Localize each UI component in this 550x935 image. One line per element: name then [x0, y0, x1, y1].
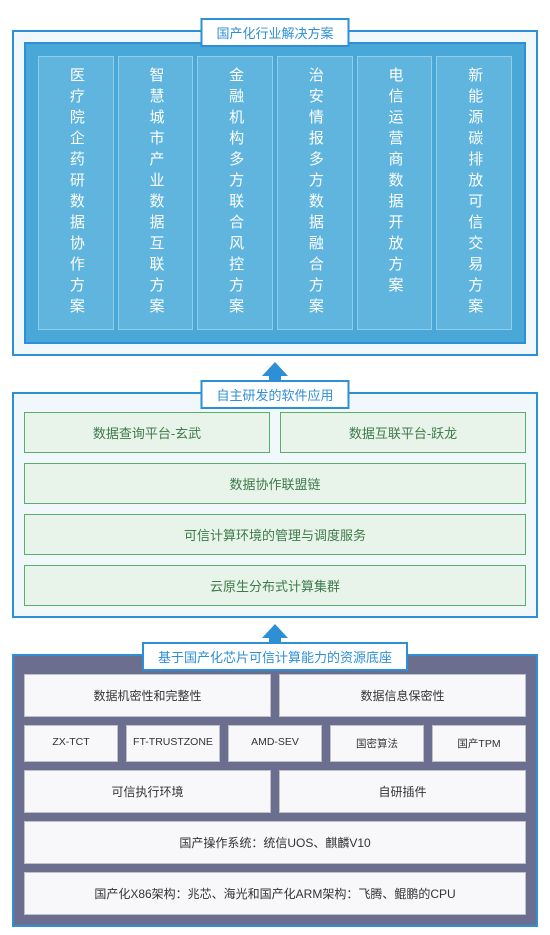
resource-box: 可信执行环境: [24, 770, 271, 813]
solution-label: 智慧城市产业数据互联方案: [147, 67, 165, 319]
section3-row: 国产操作系统：统信UOS、麒麟V10: [24, 821, 526, 864]
solution-card: 新能源碳排放可信交易方案: [436, 56, 512, 330]
solution-label: 医疗院企药研数据协作方案: [67, 67, 85, 319]
section3-row: 数据机密性和完整性 数据信息保密性: [24, 674, 526, 717]
solution-card: 电信运营商数据开放方案: [357, 56, 433, 330]
software-box: 数据查询平台-玄武: [24, 412, 270, 453]
resource-box: 数据信息保密性: [279, 674, 526, 717]
solution-label: 治安情报多方数据融合方案: [306, 67, 324, 319]
resource-box: 国产化X86架构：兆芯、海光和国产化ARM架构：飞腾、鲲鹏的CPU: [24, 872, 526, 915]
section1-title: 国产化行业解决方案: [200, 18, 349, 47]
software-box: 可信计算环境的管理与调度服务: [24, 514, 526, 555]
resource-box: 国产操作系统：统信UOS、麒麟V10: [24, 821, 526, 864]
solution-card: 医疗院企药研数据协作方案: [38, 56, 114, 330]
resource-box: 数据机密性和完整性: [24, 674, 271, 717]
section3-row: 可信执行环境 自研插件: [24, 770, 526, 813]
resource-box: 国密算法: [330, 725, 424, 762]
software-box: 数据互联平台-跃龙: [280, 412, 526, 453]
section3-row: 国产化X86架构：兆芯、海光和国产化ARM架构：飞腾、鲲鹏的CPU: [24, 872, 526, 915]
section1-cards: 医疗院企药研数据协作方案 智慧城市产业数据互联方案 金融机构多方联合风控方案 治…: [24, 42, 526, 344]
resource-box: FT-TRUSTZONE: [126, 725, 220, 762]
section2-row: 云原生分布式计算集群: [24, 565, 526, 606]
section3-title: 基于国产化芯片可信计算能力的资源底座: [142, 642, 408, 671]
section2-row: 可信计算环境的管理与调度服务: [24, 514, 526, 555]
section-industry-solutions: 国产化行业解决方案 医疗院企药研数据协作方案 智慧城市产业数据互联方案 金融机构…: [12, 30, 538, 356]
resource-box: AMD-SEV: [228, 725, 322, 762]
section-resource-base: 基于国产化芯片可信计算能力的资源底座 数据机密性和完整性 数据信息保密性 ZX-…: [12, 654, 538, 927]
section-software-apps: 自主研发的软件应用 数据查询平台-玄武 数据互联平台-跃龙 数据协作联盟链 可信…: [12, 392, 538, 618]
solution-card: 智慧城市产业数据互联方案: [118, 56, 194, 330]
resource-box: ZX-TCT: [24, 725, 118, 762]
section2-row: 数据协作联盟链: [24, 463, 526, 504]
solution-card: 金融机构多方联合风控方案: [197, 56, 273, 330]
section3-row: ZX-TCT FT-TRUSTZONE AMD-SEV 国密算法 国产TPM: [24, 725, 526, 762]
section2-title: 自主研发的软件应用: [200, 380, 349, 409]
solution-label: 金融机构多方联合风控方案: [226, 67, 244, 319]
resource-box: 国产TPM: [432, 725, 526, 762]
software-box: 数据协作联盟链: [24, 463, 526, 504]
resource-box: 自研插件: [279, 770, 526, 813]
solution-label: 电信运营商数据开放方案: [386, 67, 404, 298]
section2-row: 数据查询平台-玄武 数据互联平台-跃龙: [24, 412, 526, 453]
solution-label: 新能源碳排放可信交易方案: [465, 67, 483, 319]
solution-card: 治安情报多方数据融合方案: [277, 56, 353, 330]
software-box: 云原生分布式计算集群: [24, 565, 526, 606]
